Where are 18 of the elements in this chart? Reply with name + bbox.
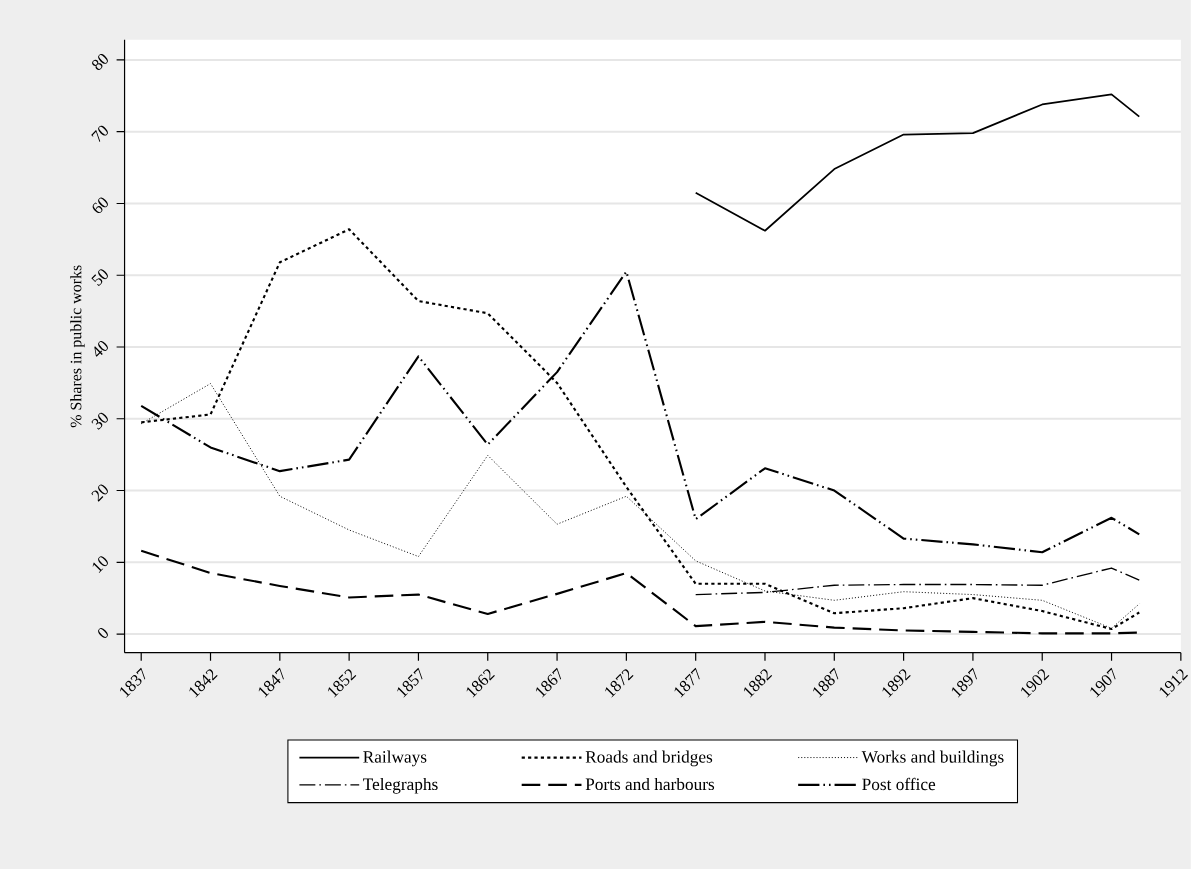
- y-tick-label: 50: [91, 269, 108, 287]
- y-tick-label: 20: [91, 484, 108, 502]
- legend-label: Railways: [363, 750, 427, 767]
- x-tick-label: 1892: [882, 669, 911, 698]
- legend-label: Roads and bridges: [585, 750, 713, 767]
- legend-label: Ports and harbours: [585, 777, 715, 791]
- y-tick-label: 40: [94, 341, 108, 357]
- y-axis-title: % Shares in public works: [70, 265, 85, 428]
- y-tick-label: 30: [91, 412, 108, 430]
- y-tick-label: 0: [98, 628, 108, 638]
- legend-label: Telegraphs: [363, 777, 438, 794]
- y-tick-label: 10: [92, 556, 108, 573]
- line-series: [694, 93, 1141, 232]
- y-tick-label: 70: [91, 125, 108, 142]
- y-tick-label: 60: [92, 197, 108, 214]
- y-tick-label: 80: [92, 54, 108, 71]
- legend-label: Works and buildings: [861, 750, 1004, 767]
- legend-label: Post office: [862, 777, 936, 791]
